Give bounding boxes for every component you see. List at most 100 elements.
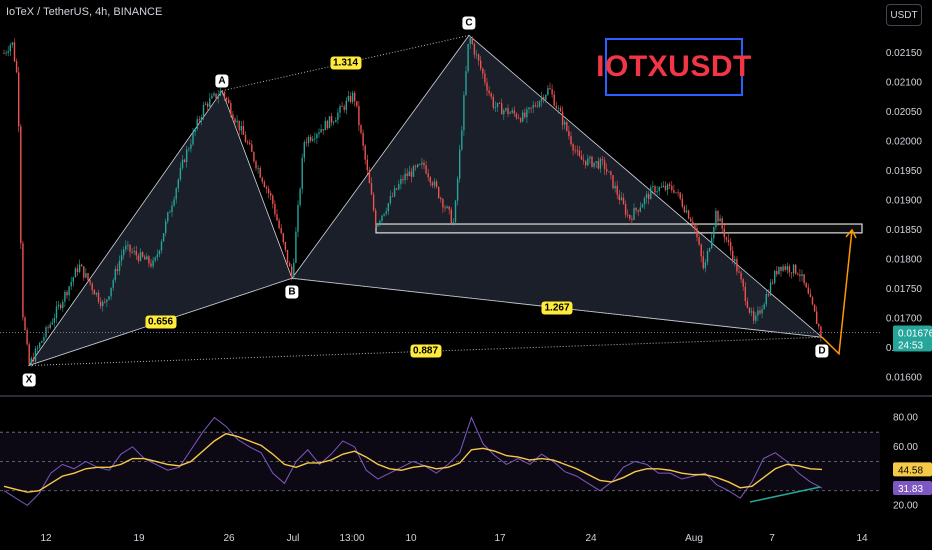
candle-body (744, 286, 746, 302)
candle-body (32, 358, 35, 362)
candle-body (757, 310, 759, 316)
price-tick-label: 0.02150 (886, 48, 923, 59)
candle-body (385, 211, 387, 214)
candle-body (587, 158, 589, 166)
candle-body (776, 271, 778, 275)
rsi-divergence-line[interactable] (749, 486, 821, 503)
candle-body (765, 294, 767, 305)
candle-body (230, 103, 232, 115)
candle-body (503, 110, 505, 115)
candle-body (286, 249, 289, 264)
candle-body (803, 274, 805, 284)
candle-body (158, 250, 161, 255)
rsi-tick-label: 20.00 (893, 500, 918, 511)
candle-body (362, 132, 364, 146)
candle-body (366, 159, 368, 171)
candle-body (465, 71, 467, 95)
rsi-ma-line (3, 432, 823, 493)
candle-body (215, 93, 217, 99)
candle-body (463, 94, 465, 131)
candle-body (9, 44, 11, 52)
candle-body (62, 301, 64, 309)
candle-body (53, 318, 56, 323)
candle-body (545, 94, 547, 100)
candle-body (648, 194, 650, 200)
candle-body (469, 37, 471, 44)
candle-body (339, 106, 341, 113)
candle-body (87, 273, 89, 281)
candle-body (66, 291, 68, 296)
resistance-zone[interactable] (375, 223, 863, 234)
candle-body (591, 156, 593, 167)
candle-body (217, 95, 219, 99)
candle-body (228, 99, 230, 104)
candle-body (419, 164, 421, 166)
candle-body (129, 244, 131, 252)
candle-body (116, 268, 119, 272)
rsi-pane[interactable] (0, 416, 880, 507)
candle-body (534, 105, 536, 107)
candle-body (629, 214, 631, 219)
candle-body (20, 126, 22, 244)
candle-body (790, 272, 793, 274)
candle-body (440, 197, 442, 200)
point-label-x[interactable]: X (22, 373, 36, 387)
currency-button[interactable]: USDT (886, 4, 922, 26)
candle-body (492, 96, 494, 108)
candle-body (553, 94, 555, 106)
point-label-d[interactable]: D (815, 344, 829, 358)
point-label-b[interactable]: B (285, 285, 299, 299)
candle-body (746, 301, 749, 308)
point-label-c[interactable]: C (462, 16, 476, 30)
candle-body (740, 272, 742, 280)
candle-body (192, 132, 194, 145)
candle-body (778, 266, 780, 275)
price-pane[interactable] (0, 34, 880, 367)
candle-body (51, 322, 53, 325)
candle-body (666, 184, 669, 190)
ratio-label-0.656[interactable]: 0.656 (144, 315, 177, 329)
candle-body (528, 107, 530, 110)
candle-body (196, 119, 198, 129)
candle-body (30, 358, 32, 365)
ratio-label-1.267[interactable]: 1.267 (541, 301, 573, 315)
last-price-tag-bg (893, 325, 932, 352)
candle-body (123, 249, 125, 256)
candle-body (177, 179, 179, 189)
ratio-label-1.314[interactable]: 1.314 (329, 56, 362, 70)
candle-body (156, 254, 158, 258)
point-label-a[interactable]: A (215, 74, 229, 88)
candle-body (643, 197, 646, 205)
candle-body (259, 168, 261, 178)
candle-body (78, 264, 81, 273)
candle-body (167, 212, 169, 222)
candle-body (755, 315, 757, 321)
projection-arrow[interactable] (821, 229, 853, 356)
candle-body (261, 177, 263, 182)
candle-body (660, 186, 662, 188)
candle-body (270, 193, 272, 196)
candle-body (734, 258, 736, 262)
symbol-title[interactable]: IoTeX / TetherUS, 4h, BINANCE (6, 6, 163, 18)
candle-body (97, 292, 100, 302)
candle-body (135, 250, 137, 256)
candle-body (606, 168, 608, 172)
candle-body (118, 260, 121, 272)
candle-body (612, 175, 614, 189)
candle-body (505, 108, 507, 111)
candle-body (509, 112, 511, 114)
candle-body (11, 42, 14, 45)
candle-body (5, 52, 7, 54)
candle-body (727, 239, 730, 243)
ratio-label-0.887[interactable]: 0.887 (409, 344, 442, 358)
candle-body (715, 210, 717, 228)
candle-body (265, 187, 268, 189)
candle-body (484, 73, 486, 83)
candle-body (597, 161, 599, 169)
candle-body (551, 89, 553, 95)
annotation-box[interactable]: IOTXUSDT (596, 38, 751, 96)
candle-body (318, 132, 320, 135)
rsi-level-lines (0, 431, 880, 492)
candle-body (207, 103, 209, 107)
candle-body (152, 260, 154, 267)
